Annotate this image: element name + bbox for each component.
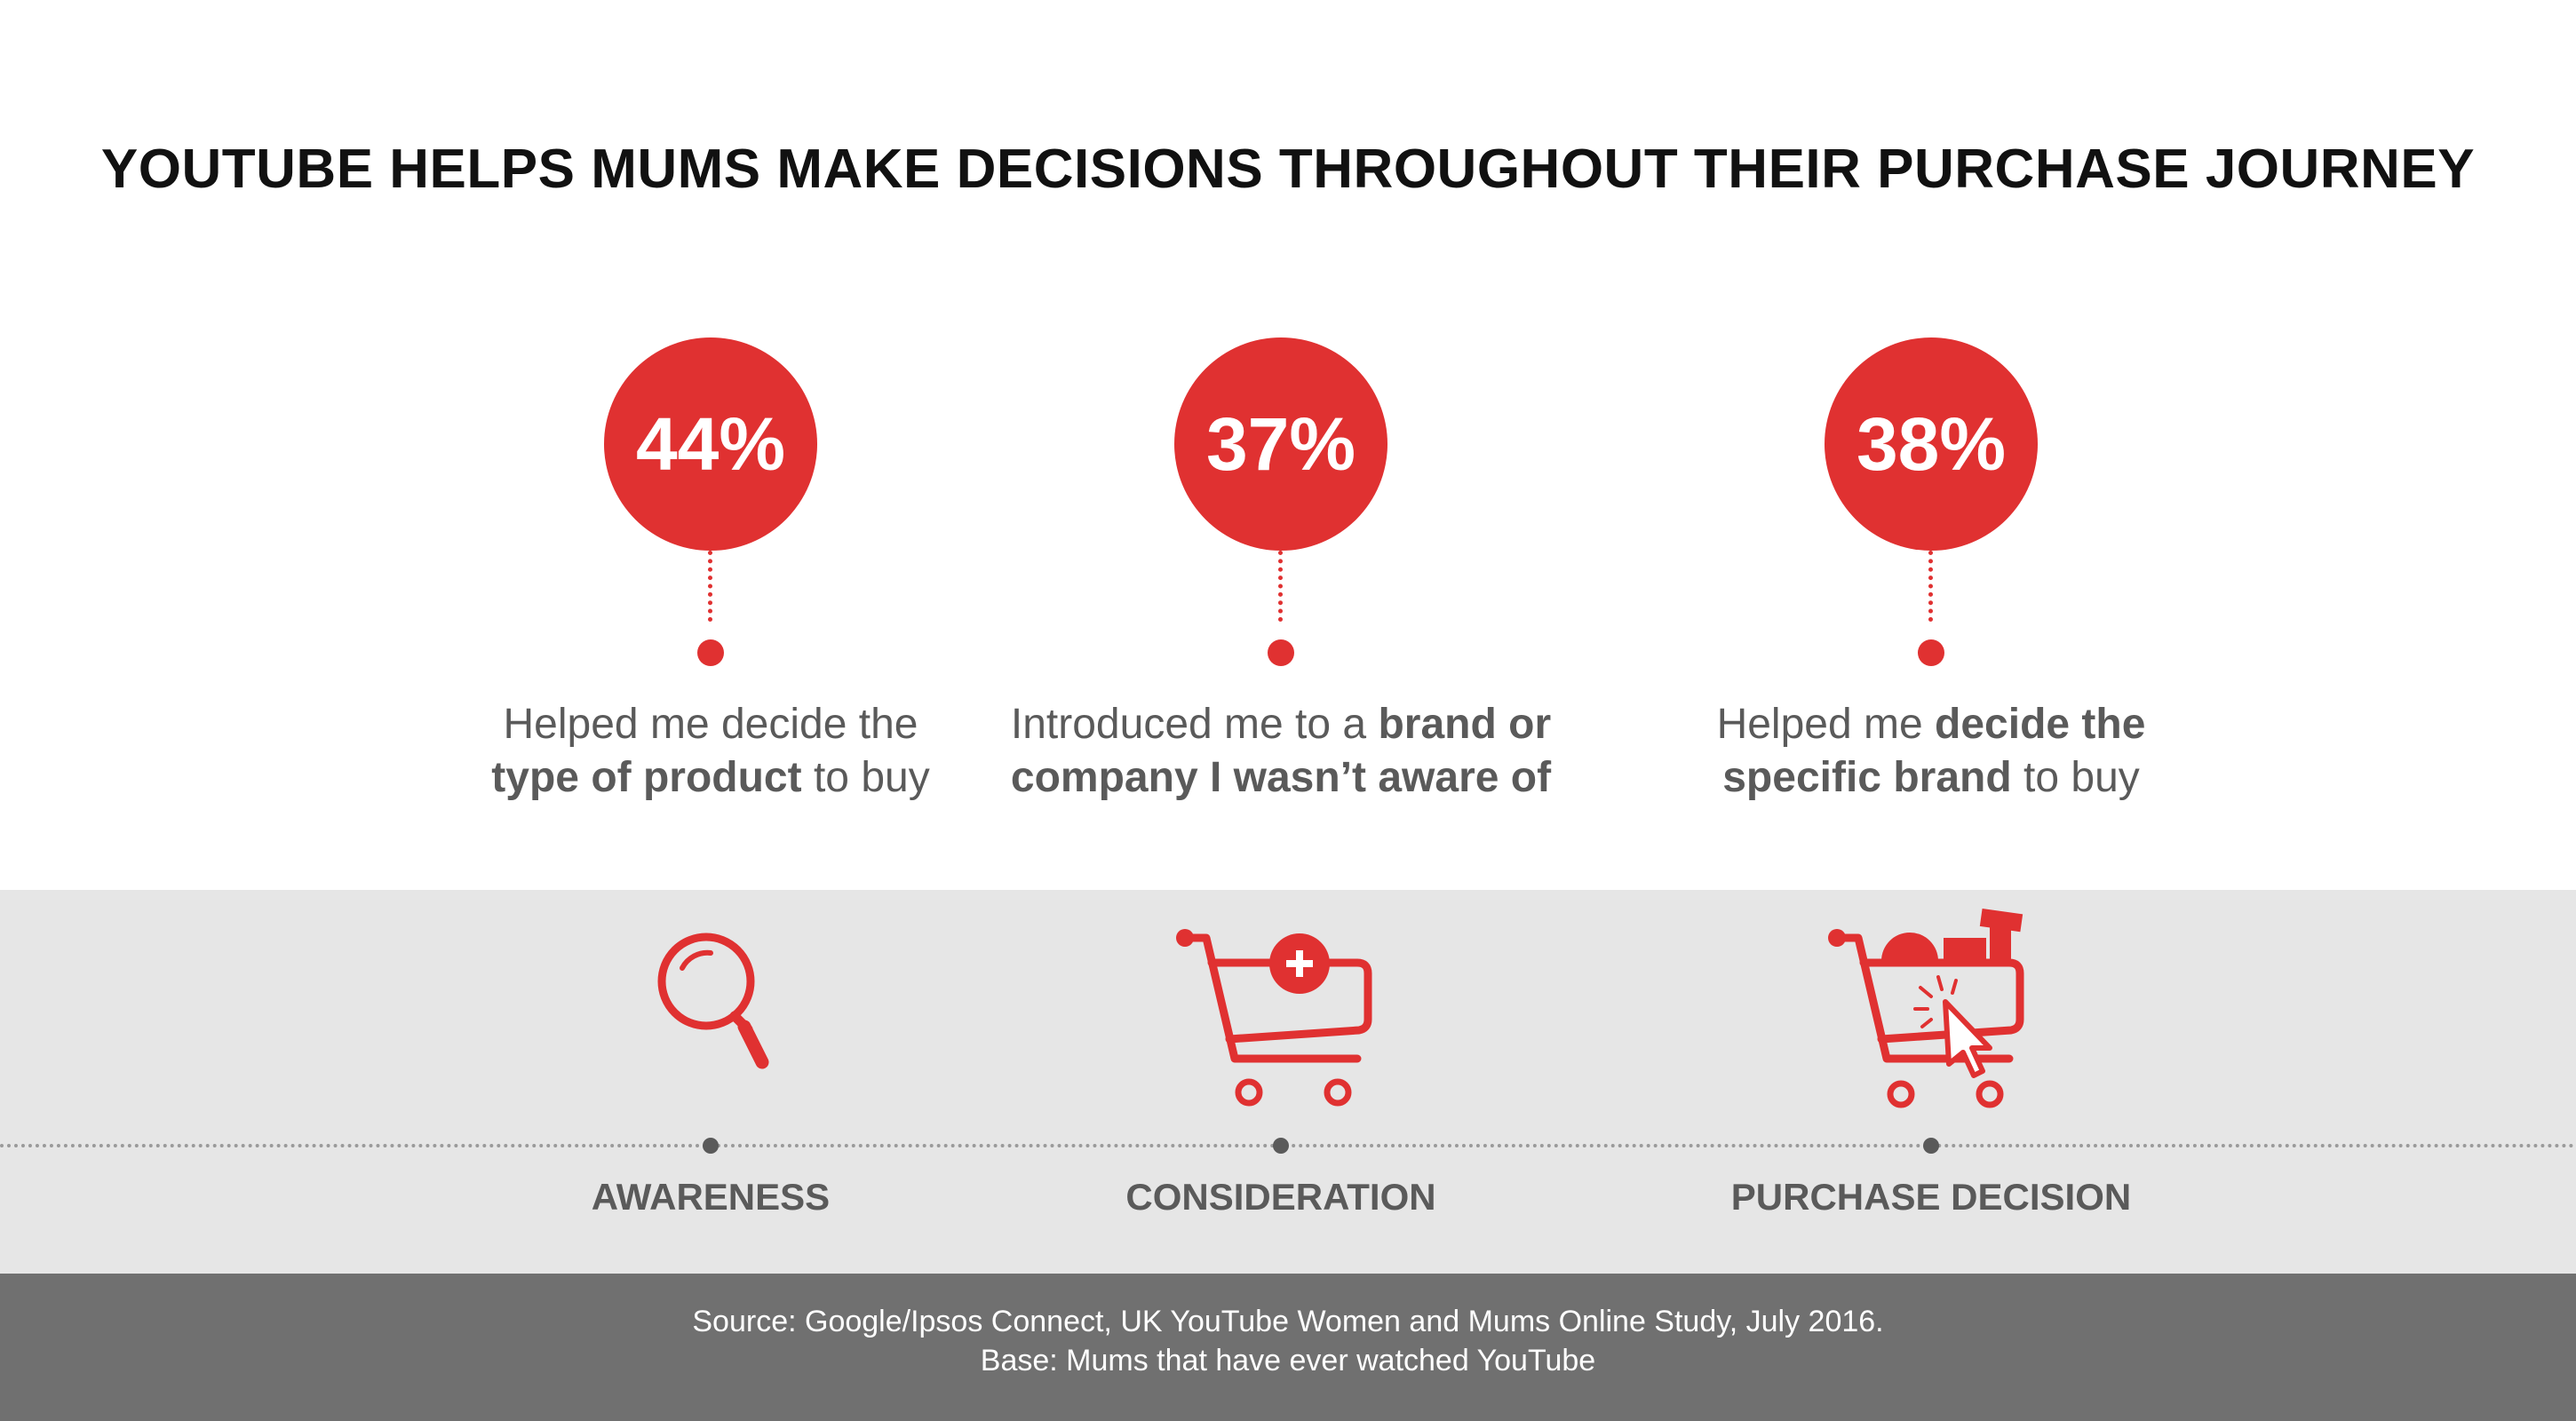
stat-value: 38% [1856,401,2007,486]
plain-text: Introduced me to a [1010,701,1379,748]
stage-label-purchase-decision: PURCHASE DECISION [1730,1176,2132,1218]
stat-label-line: company I wasn’t aware of [997,751,1565,805]
stage-label-consideration: CONSIDERATION [1125,1176,1436,1218]
connector-dot [1268,639,1294,666]
connector-dot [1918,639,1944,666]
stat-value: 44% [635,401,786,486]
stat-circle-awareness: 44% [604,337,817,551]
stat-label-line: Helped me decide the [426,698,995,751]
stat-circle-purchase: 38% [1825,337,2038,551]
bold-text: type of product [491,754,802,801]
stat-value: 37% [1205,401,1356,486]
timeline-dot [1273,1138,1289,1154]
source-text: Source: Google/Ipsos Connect, UK YouTube… [692,1305,1884,1338]
plain-text: Helped me [1716,701,1936,748]
cart-click-icon [1828,909,2024,1108]
connector-dot [697,639,724,666]
plain-text: Helped me decide the [503,701,918,748]
stat-label-consideration: Introduced me to a brand or company I wa… [997,698,1565,805]
stat-label-line: Introduced me to a brand or [997,698,1565,751]
bold-text: decide the [1935,701,2146,748]
stat-label-line: Helped me decide the [1647,698,2215,751]
source-footer: Source: Google/Ipsos Connect, UK YouTube… [0,1274,2576,1421]
plain-text: to buy [801,754,930,801]
bold-text: specific brand [1722,754,2012,801]
stat-label-line: specific brand to buy [1647,751,2215,805]
plain-text: to buy [2011,754,2140,801]
dotted-connector [1278,551,1283,622]
base-text: Base: Mums that have ever watched YouTub… [980,1344,1596,1377]
stat-label-purchase: Helped me decide the specific brand to b… [1647,698,2215,805]
stat-circle-consideration: 37% [1174,337,1387,551]
bold-text: brand or [1378,701,1552,748]
timeline-dot [703,1138,719,1154]
magnifier-icon [657,933,769,1069]
stat-label-awareness: Helped me decide the type of product to … [426,698,995,805]
stat-label-line: type of product to buy [426,751,995,805]
dotted-connector [708,551,712,622]
timeline-dot [1923,1138,1939,1154]
page-title: YOUTUBE HELPS MUMS MAKE DECISIONS THROUG… [100,139,2476,200]
stage-label-awareness: AWARENESS [591,1176,831,1218]
dotted-connector [1928,551,1933,622]
bold-text: company I wasn’t aware of [1010,754,1552,801]
cart-plus-icon [1176,929,1372,1107]
